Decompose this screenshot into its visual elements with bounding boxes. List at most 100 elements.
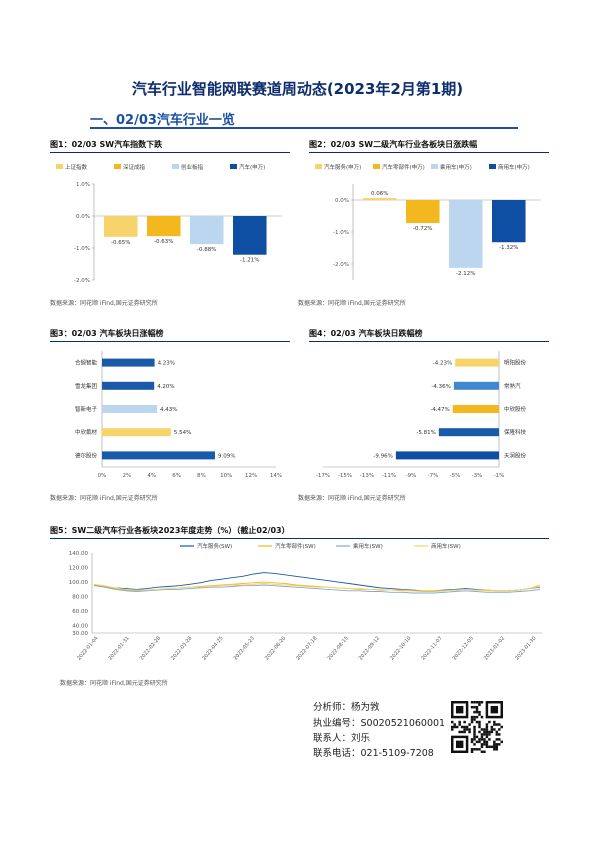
- fig1-title: 图1：02/03 SW汽车指数下跌: [50, 140, 163, 149]
- fig4-chart: -17% -15% -13% -11% -9% -7% -5% -3% -1% 明阳股份 -4.23…: [316, 351, 527, 479]
- qr-module: [475, 708, 479, 711]
- legend-label-3: 汽车(申万): [239, 163, 265, 171]
- qr-module: [495, 723, 499, 726]
- qr-module: [475, 701, 479, 704]
- qr-module: [470, 718, 474, 721]
- legend-label-1: 汽车零部件(申万): [382, 163, 425, 171]
- x-tick-label: 6%: [172, 473, 181, 479]
- series-line-3: [93, 583, 541, 592]
- qr-module: [493, 723, 496, 726]
- x-tick-label: 2%: [122, 473, 131, 479]
- qr-module: [485, 740, 489, 744]
- qr-module: [495, 733, 499, 736]
- fig5-title: 图5：SW二级汽车行业各板块2023年度走势（%）（截止02/03）: [50, 526, 290, 535]
- qr-module: [488, 733, 491, 736]
- qr-module: [478, 720, 481, 724]
- x-tick-label: 14%: [270, 473, 282, 479]
- bar-label-1: 4.20%: [157, 384, 174, 390]
- legend-label-2: 创业板指: [181, 163, 204, 171]
- qr-module: [480, 738, 484, 741]
- qr-module: [463, 720, 466, 724]
- category-label-1: 常熟汽: [504, 382, 521, 390]
- qr-module: [490, 730, 494, 734]
- qr-module: [455, 725, 459, 729]
- series-line-0: [93, 572, 541, 592]
- qr-module: [495, 730, 499, 734]
- y-tick-label: 60.00: [72, 609, 88, 615]
- qr-module: [478, 701, 481, 704]
- qr-module: [453, 725, 456, 729]
- x-tick-label: 2022-01-04: [76, 635, 99, 661]
- qr-module: [470, 701, 474, 704]
- category-label-4: 德尔股份: [75, 451, 98, 459]
- x-tick-label: 2022-03-28: [170, 635, 193, 661]
- qr-module: [483, 738, 486, 741]
- x-tick-label: 8%: [197, 473, 206, 479]
- qr-code-icon: [451, 701, 503, 753]
- x-tick-label: 2023-01-30: [514, 635, 537, 661]
- qr-module: [473, 738, 476, 741]
- bar-label-2: -4.47%: [430, 407, 449, 413]
- qr-module: [473, 730, 476, 734]
- y-tick-label: 140.00: [69, 551, 89, 557]
- x-tick-label: -13%: [360, 473, 374, 479]
- qr-module: [488, 745, 491, 749]
- y-tick-label: -2.0%: [74, 278, 90, 284]
- qr-module: [485, 725, 489, 729]
- bar-2: [452, 405, 499, 413]
- bar-3: [492, 200, 526, 243]
- category-label-4: 天润股份: [504, 451, 527, 459]
- fig4-rule: [309, 341, 549, 342]
- qr-module: [478, 703, 481, 706]
- legend-label-1: 深证成指: [123, 163, 146, 171]
- qr-module: [480, 743, 484, 746]
- qr-module: [475, 740, 479, 744]
- qr-module: [478, 730, 481, 734]
- qr-module: [470, 738, 474, 741]
- analyst-name: 分析师：杨为敩: [313, 702, 380, 713]
- legend-label-0: 上证指数: [65, 163, 88, 171]
- x-tick-label: 12%: [245, 473, 257, 479]
- qr-module: [500, 725, 503, 729]
- qr-module: [470, 715, 474, 719]
- y-tick-label: 40.00: [72, 624, 88, 630]
- qr-module: [500, 740, 503, 744]
- qr-module: [493, 743, 496, 746]
- bar-1: [102, 381, 155, 390]
- x-tick-label: 2022-05-23: [233, 635, 256, 661]
- bar-label-1: -4.36%: [431, 384, 450, 390]
- qr-module: [465, 728, 469, 731]
- qr-module: [498, 723, 501, 726]
- x-tick-label: 2022-12-05: [452, 635, 475, 661]
- qr-module: [493, 748, 496, 751]
- qr-module: [478, 748, 481, 751]
- bar-label-4: 9.09%: [218, 453, 235, 459]
- qr-module: [493, 745, 496, 749]
- qr-module: [498, 743, 501, 746]
- qr-module: [473, 715, 476, 719]
- qr-module: [480, 750, 484, 753]
- qr-module: [485, 743, 489, 746]
- bar-1: [453, 381, 499, 390]
- qr-module: [490, 745, 494, 749]
- qr-module: [473, 735, 476, 739]
- qr-module: [468, 730, 471, 734]
- qr-module: [470, 720, 474, 724]
- qr-module: [495, 738, 499, 741]
- qr-module: [458, 720, 461, 724]
- legend-label-0: 汽车服务(SW): [197, 542, 232, 550]
- qr-module: [498, 738, 501, 741]
- qr-module: [470, 740, 474, 744]
- x-tick-label: 2022-08-15: [327, 635, 350, 661]
- bar-label-1: -0.63%: [154, 239, 173, 245]
- bar-3: [438, 428, 499, 437]
- qr-module: [473, 701, 476, 704]
- legend-label-0: 汽车服务(申万): [324, 163, 361, 171]
- bar-0: [102, 358, 155, 367]
- fig5-source: 数据来源：同花顺 iFind,国元证券研究所: [60, 680, 168, 687]
- bar-label-3: 5.54%: [174, 430, 191, 436]
- category-label-3: 保隆科技: [504, 428, 527, 436]
- qr-module: [490, 725, 494, 729]
- bar-0: [104, 216, 138, 237]
- qr-module: [485, 735, 489, 739]
